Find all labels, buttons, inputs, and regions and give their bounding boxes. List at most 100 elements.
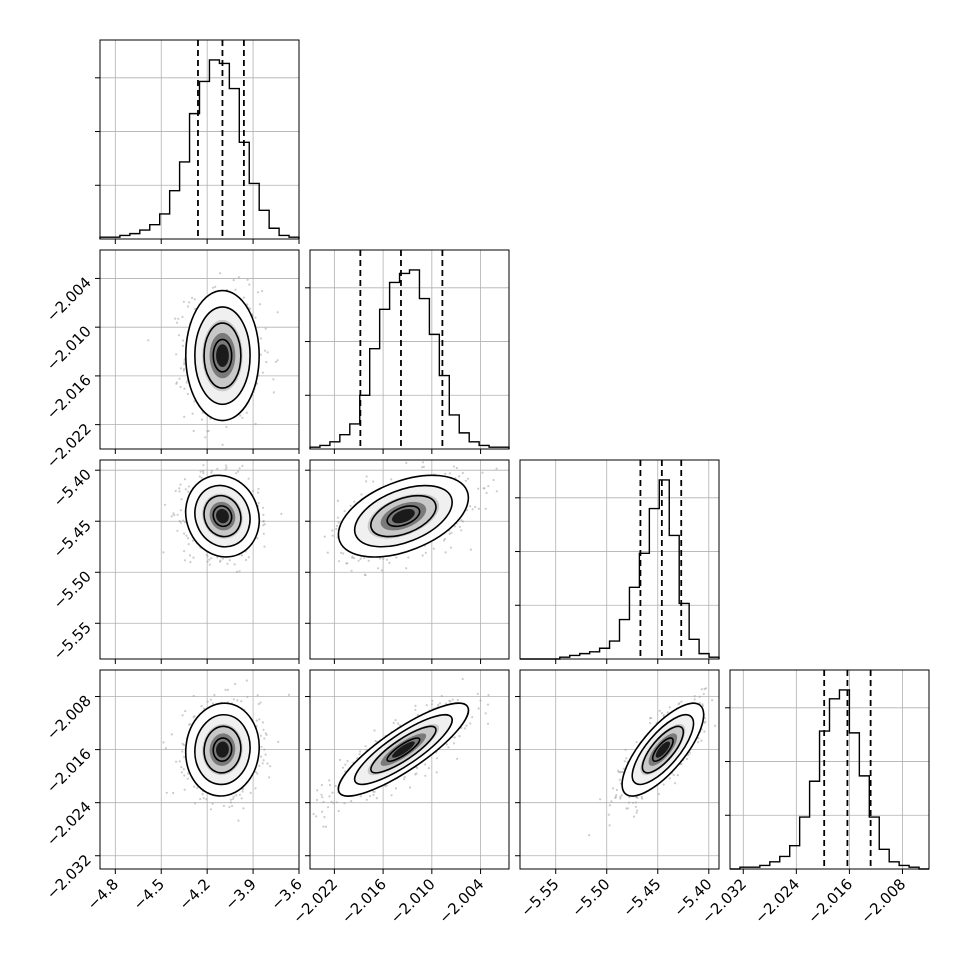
scatter-point [258, 718, 261, 721]
scatter-point [187, 543, 190, 546]
scatter-point [287, 693, 291, 697]
scatter-point [178, 520, 181, 523]
scatter-point [632, 815, 636, 818]
scatter-point [235, 472, 238, 475]
scatter-point [234, 288, 237, 291]
scatter-point [184, 710, 187, 713]
scatter-point [461, 677, 464, 681]
scatter-point [262, 520, 265, 523]
scatter-point [258, 303, 262, 306]
scatter-point [331, 534, 334, 537]
scatter-point [183, 361, 186, 364]
scatter-point [382, 557, 385, 561]
scatter-point [435, 757, 439, 760]
scatter-point [365, 798, 368, 801]
scatter-point [229, 801, 232, 804]
scatter-point [469, 548, 472, 551]
scatter-point [262, 506, 265, 509]
scatter-point [242, 296, 245, 299]
scatter-point [246, 303, 249, 306]
scatter-point [615, 788, 619, 792]
scatter-point [380, 569, 384, 572]
scatter-point [254, 422, 257, 425]
y-tick-label: −5.50 [50, 567, 95, 612]
scatter-point [379, 557, 382, 560]
scatter-point [263, 737, 266, 740]
scatter-point [427, 767, 430, 770]
scatter-point [263, 523, 266, 526]
scatter-point [316, 798, 319, 802]
scatter-point [232, 797, 235, 801]
scatter-point [390, 794, 393, 797]
scatter-point [186, 537, 190, 540]
scatter-point [680, 762, 683, 766]
scatter-point [181, 714, 184, 717]
scatter-point [204, 436, 207, 439]
scatter-point [198, 475, 201, 478]
scatter-point [263, 545, 266, 548]
scatter-point [693, 698, 696, 701]
scatter-point [435, 771, 438, 774]
scatter-point [229, 798, 232, 801]
scatter-point [484, 712, 487, 715]
scatter-point [163, 503, 167, 506]
scatter-point [225, 425, 228, 429]
scatter-point [619, 797, 622, 800]
scatter-point [183, 363, 186, 366]
scatter-point [269, 765, 272, 768]
scatter-point [209, 808, 212, 811]
scatter-point [451, 698, 454, 701]
scatter-point [632, 801, 635, 805]
histogram-2 [520, 479, 720, 660]
scatter-point [698, 701, 701, 705]
scatter-point [183, 774, 186, 777]
scatter-point [170, 733, 173, 736]
histogram-3 [730, 689, 929, 870]
scatter-point [364, 745, 367, 748]
scatter-point [183, 532, 186, 535]
scatter-point [453, 525, 456, 528]
panel-frame [99, 249, 300, 450]
contour-3 [386, 737, 421, 762]
scatter-point [322, 800, 325, 804]
scatter-point [232, 795, 235, 798]
density-level-4 [392, 508, 415, 524]
scatter-point [173, 514, 176, 517]
scatter-point [199, 470, 202, 473]
scatter-point [221, 443, 224, 446]
scatter-point [259, 734, 262, 737]
scatter-point [191, 539, 195, 542]
y-tick-label: −2.022 [43, 420, 95, 472]
scatter-point [213, 693, 216, 697]
scatter-point [676, 774, 679, 777]
scatter-point [277, 740, 280, 744]
scatter-point [421, 461, 425, 464]
scatter-point [487, 693, 490, 697]
scatter-point [225, 466, 228, 469]
scatter-point [445, 743, 448, 746]
scatter-point [599, 798, 602, 801]
scatter-point [455, 466, 458, 470]
scatter-point [615, 794, 618, 797]
scatter-point [668, 777, 671, 780]
scatter-point [338, 758, 341, 762]
scatter-point [335, 527, 338, 531]
contour-0 [184, 474, 260, 558]
scatter-point [703, 730, 706, 733]
scatter-point [189, 561, 192, 564]
scatter-point [464, 479, 467, 482]
x-tick-label: −2.008 [857, 875, 909, 927]
scatter-point [178, 490, 181, 493]
scatter-point [344, 770, 347, 773]
scatter-point [634, 805, 638, 808]
scatter-point [219, 272, 222, 275]
scatter-point [276, 359, 279, 362]
scatter-point [477, 707, 480, 710]
scatter-point [186, 777, 189, 780]
contour-0 [337, 474, 470, 558]
scatter-point [403, 776, 406, 779]
scatter-point [372, 793, 375, 797]
scatter-point [343, 510, 346, 513]
scatter-point [467, 477, 470, 480]
scatter-point [323, 815, 326, 819]
